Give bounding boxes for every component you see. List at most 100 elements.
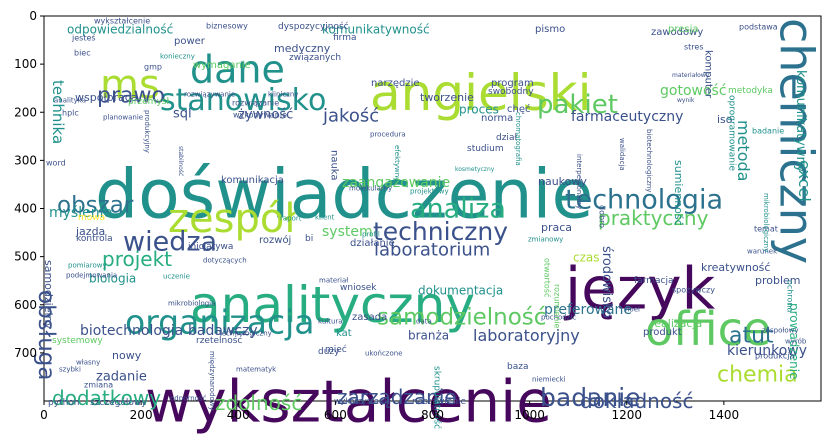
cloud-word: szybki — [59, 366, 81, 374]
cloud-word: efektywny — [393, 145, 401, 181]
cloud-word: inicjatywa — [188, 242, 233, 252]
cloud-word: materiałowy — [672, 72, 710, 79]
cloud-word: jazda — [75, 225, 105, 238]
cloud-word: ukończone — [365, 350, 403, 358]
x-tick-label: 0 — [40, 408, 48, 422]
cloud-word: gotowość — [660, 83, 727, 99]
cloud-word: analityczny — [190, 276, 475, 334]
cloud-word: temat — [754, 224, 778, 233]
y-tick-label: 0 — [29, 9, 37, 23]
cloud-word: biec — [74, 48, 91, 57]
y-tick-label: 400 — [14, 202, 37, 216]
cloud-word: badanie — [540, 383, 641, 412]
cloud-word: stanowisko — [160, 83, 326, 118]
cloud-word: interpersonalny — [575, 154, 583, 209]
cloud-word: technika — [49, 80, 67, 144]
x-tick-label: 1000 — [514, 408, 545, 422]
cloud-word: angielski — [370, 64, 592, 122]
cloud-word: zespołowy — [762, 327, 799, 335]
x-tick-label: 200 — [130, 408, 153, 422]
cloud-word: zdolność — [215, 391, 302, 415]
cloud-word: komputer — [703, 50, 714, 99]
cloud-word: technologia — [565, 185, 723, 216]
cloud-word: chemia — [717, 363, 798, 388]
cloud-word: międzynarodowy — [208, 351, 216, 411]
cloud-word: narzędzie — [371, 78, 420, 89]
cloud-word: wiedza — [123, 227, 217, 258]
cloud-word: dodatkowy — [52, 386, 161, 410]
cloud-word: matematyk — [236, 366, 277, 374]
cloud-word: metoda — [734, 120, 753, 181]
cloud-word: pochodzić — [541, 314, 576, 322]
cloud-word: wynik — [677, 97, 695, 104]
cloud-word: własny — [76, 359, 100, 367]
cloud-word: noel — [625, 306, 640, 314]
y-tick-label: 100 — [14, 57, 37, 71]
cloud-word: dobro — [597, 205, 606, 228]
cloud-word: dział — [496, 133, 517, 143]
cloud-word: podstawa — [739, 22, 778, 31]
y-axis: 0 100 200 300 400 500 600 700 — [14, 9, 44, 360]
cloud-word: analiza — [410, 194, 506, 225]
cloud-word: profil — [362, 231, 380, 239]
word-layer: doświadczenie wykształcenie angielski anali… — [33, 16, 824, 435]
cloud-word: rozwiązanie — [232, 98, 279, 107]
cloud-word: tworzenie — [420, 91, 474, 104]
cloud-word: dokumentacja — [418, 284, 503, 298]
cloud-word: spożywczy — [672, 285, 715, 294]
cloud-word: współpraca — [75, 91, 138, 104]
cloud-word: mikrobiologiczny — [762, 193, 770, 252]
cloud-word: prawo — [97, 84, 165, 109]
cloud-word: zasada — [352, 312, 387, 323]
x-axis: 0 200 400 600 800 1000 1200 1400 — [40, 401, 739, 422]
cloud-word: oprogramowanie — [726, 95, 736, 172]
cloud-word: projekt — [102, 247, 172, 271]
cloud-word: środowisko — [599, 246, 614, 318]
cloud-word: żywność — [238, 107, 293, 122]
cloud-word: pomiarowy — [68, 262, 107, 270]
cloud-word: uczenie — [163, 273, 190, 281]
cloud-word: proces — [459, 103, 499, 117]
cloud-word: wymaganie — [193, 60, 251, 71]
cloud-word: technologiczny — [219, 330, 272, 338]
cloud-word: dotyczących — [203, 257, 247, 265]
cloud-word: dokładność — [580, 389, 693, 413]
x-tick-label: 1400 — [709, 408, 740, 422]
cloud-word: biologia — [89, 272, 136, 286]
cloud-word: działanie — [350, 238, 395, 249]
cloud-word: chemiczny — [770, 18, 824, 264]
cloud-word: czas — [573, 251, 600, 265]
cloud-word: komunikacja — [221, 175, 284, 186]
cloud-word: praktyczny — [598, 206, 709, 230]
cloud-word: duży — [318, 347, 340, 357]
cloud-word: wykształcenie — [145, 367, 552, 435]
x-tick-label: 1200 — [611, 408, 642, 422]
cloud-word: zaangażowanie — [342, 175, 450, 191]
y-tick-label: 600 — [14, 298, 37, 312]
y-tick-label: 500 — [14, 250, 37, 264]
cloud-word: techniczny — [373, 217, 508, 246]
cloud-word: python — [48, 398, 79, 408]
cloud-word: pakiet — [537, 90, 618, 120]
cloud-word: laboratoryjny — [473, 326, 580, 345]
cloud-word: zadanie — [96, 369, 147, 384]
cloud-word: stres — [684, 42, 704, 51]
cloud-word: sql — [173, 106, 192, 121]
cloud-word: zespół — [168, 196, 296, 242]
cloud-word: farmaceutyczny — [571, 109, 683, 125]
cloud-word: praca — [541, 221, 572, 234]
cloud-word: szczegółowy — [90, 397, 147, 408]
cloud-word: biotechnologiczny — [645, 129, 653, 192]
cloud-word: medyczny — [274, 42, 331, 55]
cloud-word: stabilność — [177, 146, 184, 176]
cloud-word: gmp — [144, 62, 162, 71]
cloud-word: wyrób — [785, 338, 807, 346]
cloud-word: kierunkowy — [727, 343, 807, 359]
cloud-word: obsługa — [33, 290, 59, 380]
cloud-word: zarządzanie — [337, 385, 457, 409]
cloud-word: wykonywanie — [233, 110, 287, 119]
cloud-word: wniosek — [340, 283, 377, 293]
plot-area — [43, 15, 822, 402]
cloud-word: prowadzenie — [787, 303, 801, 379]
